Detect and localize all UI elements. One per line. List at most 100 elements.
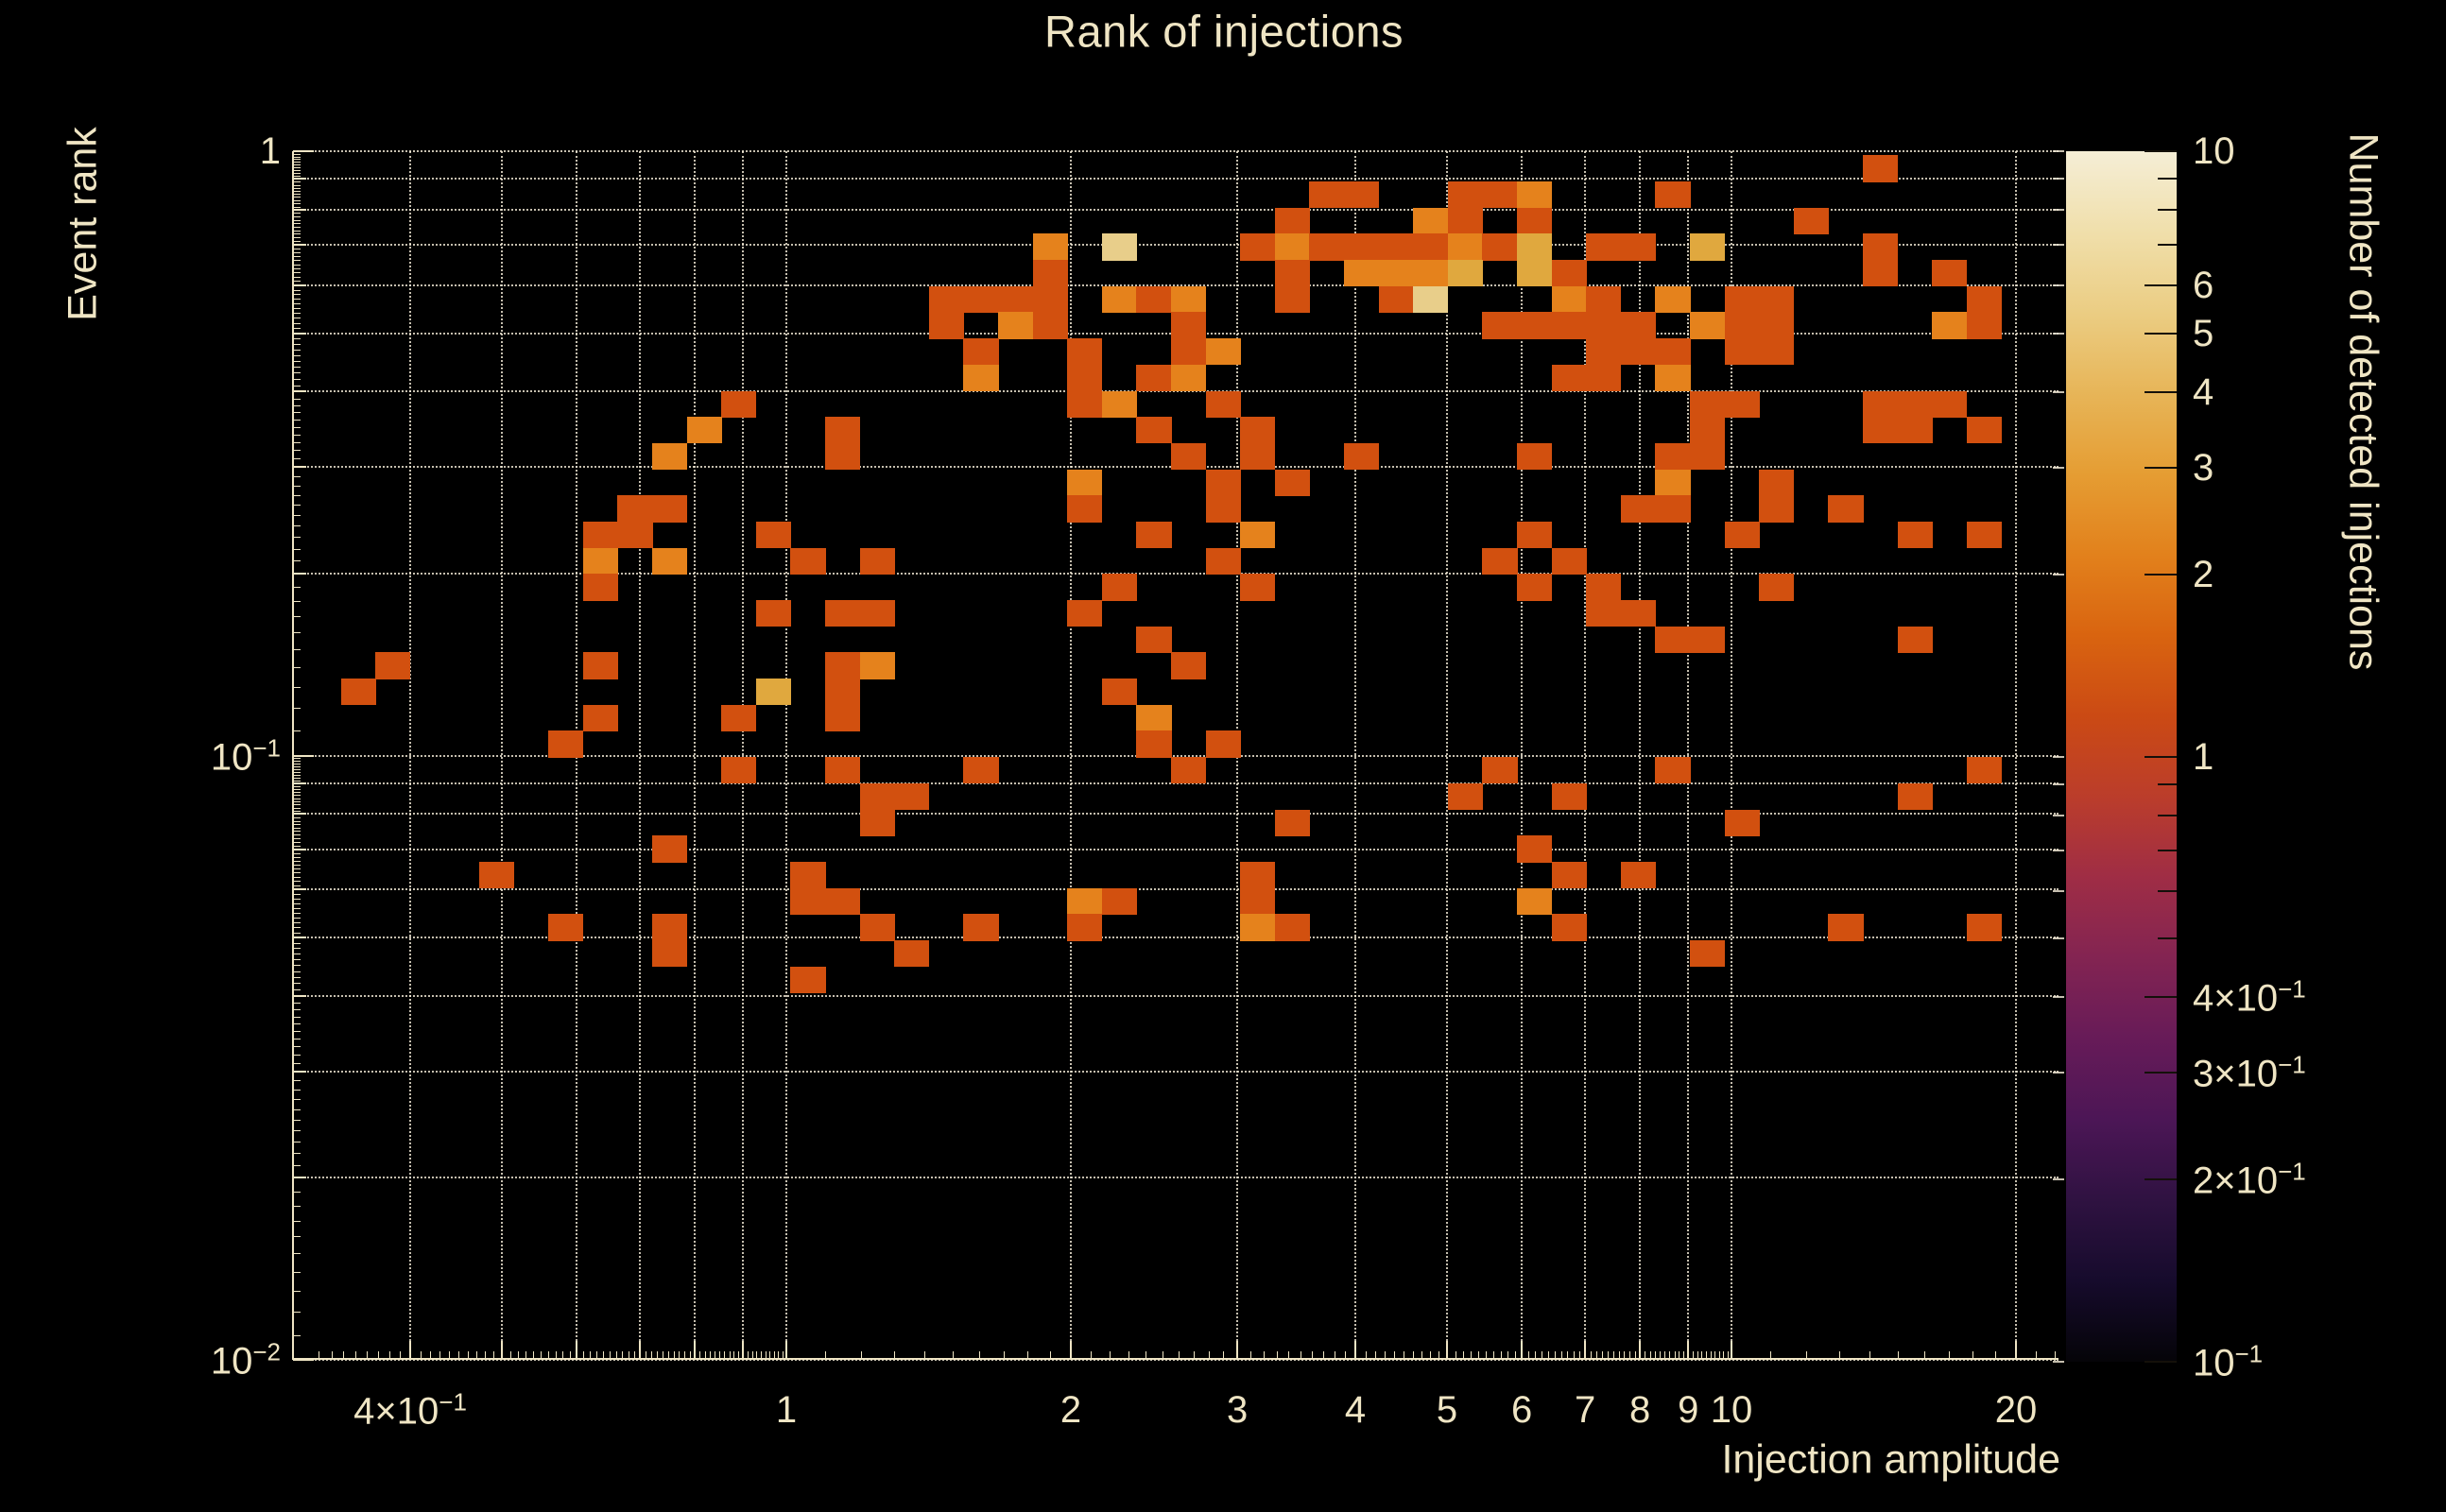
y-axis-minor-tick (293, 153, 301, 155)
heatmap-cell (1136, 704, 1172, 732)
gridline-horizontal (293, 888, 2058, 891)
x-axis-minor-tick (1697, 1351, 1698, 1359)
heatmap-cell (1759, 338, 1795, 366)
y-axis-minor-tick (293, 1046, 301, 1048)
heatmap-cell (617, 521, 653, 549)
y-axis-minor-tick (293, 203, 301, 205)
x-tick-label: 4×10−1 (353, 1387, 467, 1433)
y-axis-minor-tick (293, 824, 301, 826)
heatmap-cell (1482, 181, 1518, 209)
x-axis-minor-tick (1591, 1351, 1593, 1359)
x-axis-minor-tick (410, 1351, 412, 1359)
heatmap-cell (340, 679, 376, 706)
heatmap-cell (1586, 312, 1622, 339)
y-axis-minor-tick (293, 230, 301, 232)
y-axis-minor-tick (293, 1220, 301, 1222)
x-axis-minor-tick (1312, 1351, 1314, 1359)
heatmap-cell (548, 730, 584, 758)
heatmap-cell (755, 679, 792, 706)
x-axis-minor-tick (533, 1351, 535, 1359)
y-axis-minor-tick (293, 434, 301, 436)
colorbar-tick (2158, 209, 2177, 212)
colorbar-left-tick (2053, 1361, 2064, 1363)
heatmap-cell (1655, 181, 1691, 209)
heatmap-cell (1482, 547, 1518, 575)
y-axis-minor-tick (293, 937, 301, 938)
y-axis-minor-tick (293, 303, 301, 305)
heatmap-cell (582, 521, 619, 549)
colorbar-left-tick (2053, 1072, 2064, 1074)
gridline-vertical (639, 151, 642, 1360)
heatmap-cell (790, 547, 826, 575)
y-axis-minor-tick (293, 194, 301, 196)
y-axis-minor-tick (293, 485, 301, 487)
heatmap-cell (582, 652, 619, 679)
y-axis-minor-tick (293, 475, 301, 477)
y-axis-minor-tick (293, 631, 301, 633)
x-axis-minor-tick (729, 1351, 731, 1359)
heatmap-cell (1724, 809, 1760, 836)
x-axis-tick (742, 1341, 745, 1358)
y-axis-minor-tick (293, 616, 301, 618)
x-axis-minor-tick (724, 1351, 726, 1359)
heatmap-cell (1932, 260, 1968, 287)
x-axis-minor-tick (1655, 1351, 1657, 1359)
x-axis-minor-tick (782, 1351, 784, 1359)
y-axis-minor-tick (293, 260, 301, 262)
y-axis-minor-tick (293, 860, 301, 862)
x-tick-label: 1 (775, 1389, 798, 1431)
heatmap-cell (1309, 233, 1345, 261)
heatmap-cell (1205, 547, 1241, 575)
x-axis-minor-tick (924, 1351, 926, 1359)
y-axis-minor-tick (293, 792, 301, 794)
y-axis-minor-tick (293, 385, 301, 387)
colorbar-tick (2158, 889, 2177, 892)
x-axis-minor-tick (640, 1351, 642, 1359)
y-axis-minor-tick (293, 1191, 301, 1193)
x-axis-line (292, 1358, 2058, 1360)
gridline-vertical (1445, 151, 1448, 1360)
y-axis-minor-tick (293, 831, 301, 833)
x-axis-tick (694, 1341, 697, 1358)
x-axis-minor-tick (541, 1351, 543, 1359)
x-axis-minor-tick (501, 1351, 503, 1359)
x-axis-minor-tick (548, 1351, 550, 1359)
heatmap-cell (1240, 574, 1276, 601)
heatmap-cell (963, 757, 999, 784)
x-axis-minor-tick (622, 1351, 624, 1359)
heatmap-cell (1932, 312, 1968, 339)
x-axis-minor-tick (1924, 1351, 1926, 1359)
heatmap-cell (1690, 417, 1726, 444)
y-axis-minor-tick (293, 494, 301, 496)
y-axis-minor-tick (293, 237, 301, 239)
heatmap-cell (1690, 312, 1726, 339)
heatmap-cell (1032, 260, 1068, 287)
x-tick-label: 6 (1511, 1389, 1533, 1431)
gridline-vertical (409, 151, 412, 1360)
gridline-horizontal (293, 208, 2058, 211)
y-axis-minor-tick (293, 804, 301, 806)
x-axis-minor-tick (1355, 1351, 1357, 1359)
x-axis-minor-tick (1770, 1351, 1772, 1359)
colorbar-tick (2145, 332, 2177, 335)
x-axis-minor-tick (1209, 1351, 1211, 1359)
x-tick-label: 9 (1678, 1389, 1699, 1431)
x-axis-minor-tick (1345, 1351, 1347, 1359)
colorbar-tick-label: 10−1 (2193, 1339, 2264, 1384)
y-axis-minor-tick (293, 868, 301, 870)
y-axis-minor-tick (293, 587, 301, 589)
heatmap-cell (582, 547, 619, 575)
y-axis-minor-tick (293, 1312, 301, 1314)
y-axis-minor-tick (293, 156, 301, 158)
y-axis-minor-tick (293, 789, 301, 790)
x-axis-minor-tick (861, 1351, 863, 1359)
y-axis-minor-tick (293, 419, 301, 421)
heatmap-cell (1690, 626, 1726, 654)
heatmap-cell (825, 887, 861, 915)
heatmap-cell (1966, 285, 2003, 314)
heatmap-cell (1551, 312, 1587, 339)
colorbar-tick (2158, 814, 2177, 816)
x-axis-minor-tick (673, 1351, 675, 1359)
heatmap-cell (1897, 521, 1933, 549)
heatmap-cell (1655, 626, 1691, 654)
